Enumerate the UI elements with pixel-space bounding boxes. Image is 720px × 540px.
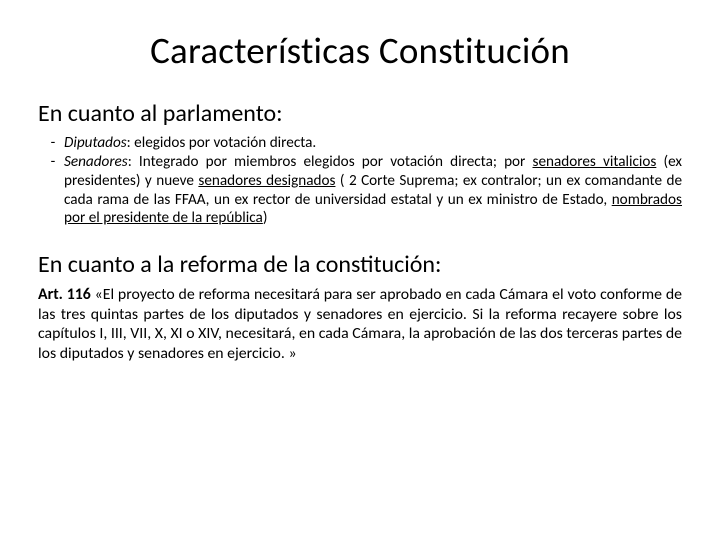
- dash-bullet: -: [42, 153, 64, 228]
- list-item: - Senadores: Integrado por miembros eleg…: [42, 153, 682, 228]
- text: : Integrado por miembros elegidos por vo…: [128, 153, 533, 171]
- section-heading-parlamento: En cuanto al parlamento:: [38, 99, 682, 128]
- section-heading-reforma: En cuanto a la reforma de la constitució…: [38, 250, 682, 279]
- dash-bullet: -: [42, 134, 64, 153]
- article-116-block: Art. 116 «El proyecto de reforma necesit…: [38, 285, 682, 363]
- text: ): [263, 209, 268, 227]
- article-label: Art. 116: [38, 285, 95, 304]
- article-body: «El proyecto de reforma necesitará para …: [38, 285, 682, 363]
- text: : elegidos por votación directa.: [127, 134, 317, 152]
- term-diputados: Diputados: [64, 134, 127, 152]
- underline-senadores-designados: senadores designados: [198, 172, 335, 190]
- underline-senadores-vitalicios: senadores vitalicios: [533, 153, 657, 171]
- slide-title: Características Constitución: [38, 28, 682, 73]
- parlamento-list: - Diputados: elegidos por votación direc…: [38, 134, 682, 228]
- term-senadores: Senadores: [64, 153, 128, 171]
- definition-senadores: Senadores: Integrado por miembros elegid…: [64, 153, 682, 228]
- list-item: - Diputados: elegidos por votación direc…: [42, 134, 682, 153]
- definition-diputados: Diputados: elegidos por votación directa…: [64, 134, 682, 153]
